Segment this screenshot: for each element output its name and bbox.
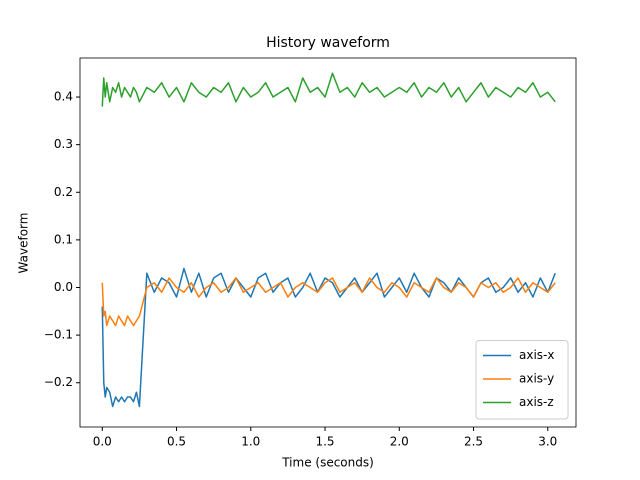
x-tick-label: 1.5 [315,435,334,449]
y-tick-label: 0.1 [54,232,73,246]
chart-title: History waveform [266,35,390,51]
legend-label: axis-z [519,395,554,409]
x-tick-label: 3.0 [538,435,557,449]
y-tick-label: 0.4 [54,90,73,104]
x-tick-label: 0.0 [93,435,112,449]
legend-label: axis-y [519,372,554,386]
legend-label: axis-x [519,348,554,362]
y-tick-label: 0.0 [54,280,73,294]
y-tick-label: 0.3 [54,137,73,151]
y-axis-label: Waveform [17,213,31,274]
x-tick-label: 2.0 [390,435,409,449]
line-series [101,277,556,327]
line-series [101,72,556,107]
x-axis-label: Time (seconds) [281,456,374,470]
y-tick-label: 0.2 [54,185,73,199]
x-tick-label: 2.5 [464,435,483,449]
x-tick-label: 0.5 [167,435,186,449]
x-tick-label: 1.0 [241,435,260,449]
axes-frame [79,57,577,428]
y-tick-label: −0.2 [44,375,73,389]
y-tick-label: −0.1 [44,328,73,342]
legend-box [475,340,569,420]
